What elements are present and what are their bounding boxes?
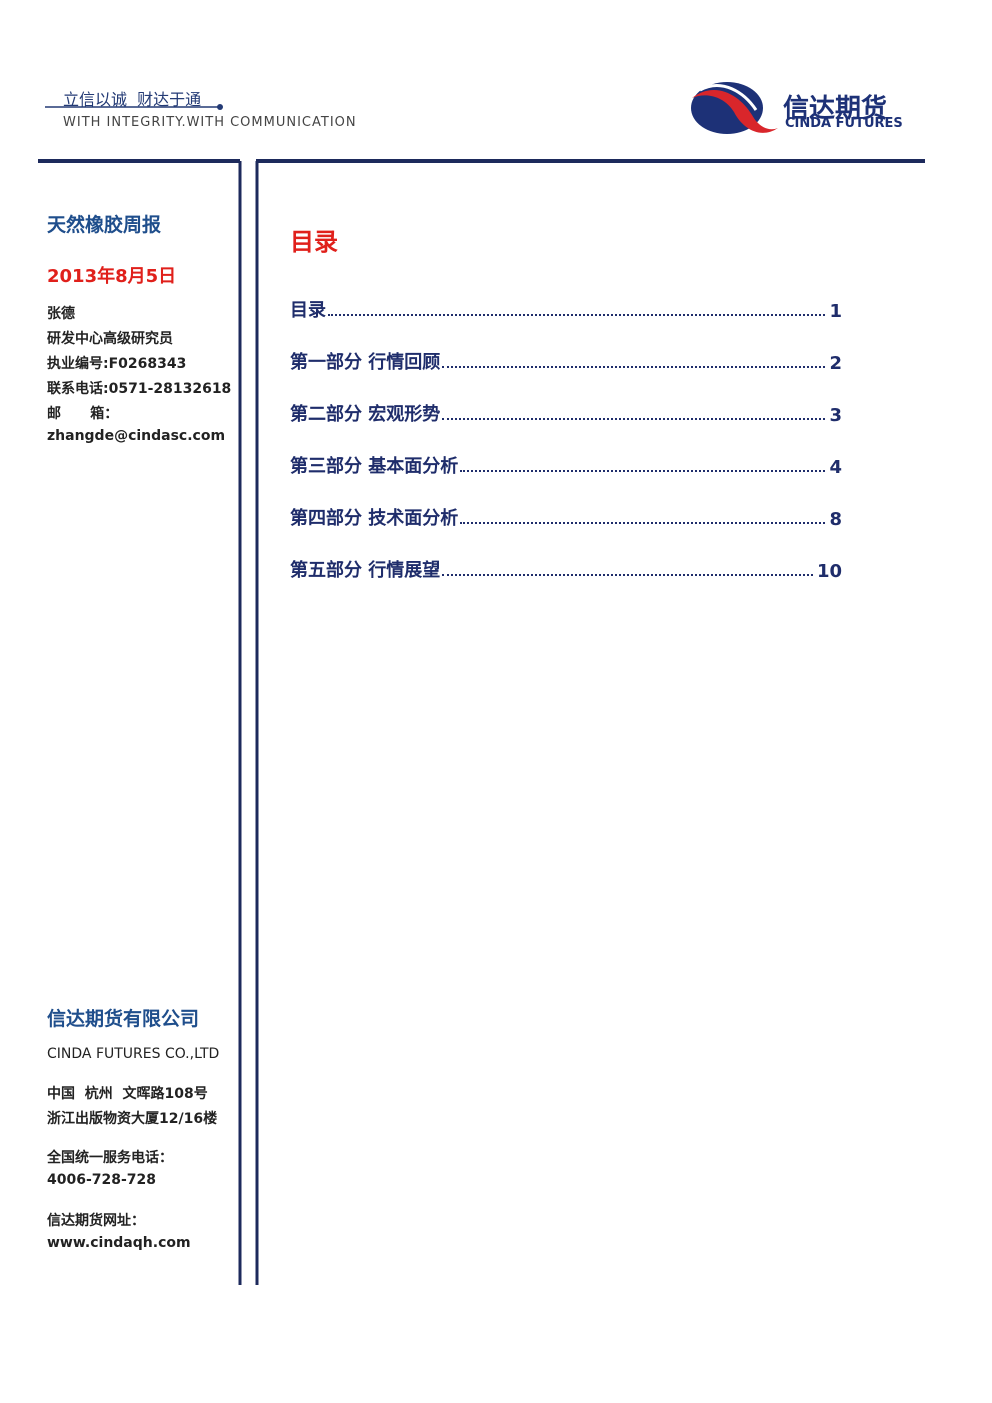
toc-page: 4 xyxy=(829,457,842,478)
company-en: CINDA FUTURES CO.,LTD xyxy=(47,1046,220,1062)
toc-page: 3 xyxy=(829,405,842,426)
toc-title: 第二部分 宏观形势 xyxy=(290,404,441,425)
logo-name: 信达期货 xyxy=(783,94,888,124)
toc-title: 第四部分 技术面分析 xyxy=(290,508,459,529)
website-line: www.cindaqh.com xyxy=(47,1235,191,1251)
toc-heading: 目录 xyxy=(290,228,338,256)
toc-entry: 第五部分 行情展望 10 xyxy=(290,556,842,582)
company: 信达期货有限公司 xyxy=(47,1008,200,1030)
address-line: 浙江出版物资大厦12/16楼 xyxy=(47,1111,218,1127)
toc-page: 8 xyxy=(829,509,842,530)
logo-en: CINDA FUTURES xyxy=(785,116,903,131)
leader xyxy=(460,522,826,524)
author-line: 邮 箱： xyxy=(47,406,119,422)
toc-entry: 目录 1 xyxy=(290,296,842,322)
author-line: 联系电话:0571-28132618 xyxy=(47,381,232,397)
author-line: 执业编号:F0268343 xyxy=(47,356,187,372)
address-line: 中国 杭州 文晖路108号 xyxy=(47,1086,208,1102)
slogan: 立信以诚 财达于通 xyxy=(63,90,202,109)
report-title: 天然橡胶周报 xyxy=(47,214,162,236)
toc-title: 第一部分 行情回顾 xyxy=(290,352,441,373)
author-line: 张德 xyxy=(47,306,75,322)
leader xyxy=(442,366,826,368)
toc-entry: 第二部分 宏观形势 3 xyxy=(290,400,842,426)
slogan-en: WITH INTEGRITY.WITH COMMUNICATION xyxy=(63,115,357,130)
toc-title: 第三部分 基本面分析 xyxy=(290,456,459,477)
report-date: 2013年8月5日 xyxy=(47,266,177,287)
toc-page: 1 xyxy=(829,301,842,322)
toc-title: 目录 xyxy=(290,300,326,321)
service-line: 4006-728-728 xyxy=(47,1172,157,1188)
author-line: zhangde@cindasc.com xyxy=(47,428,226,444)
toc-entry: 第三部分 基本面分析 4 xyxy=(290,452,842,478)
leader xyxy=(328,314,826,316)
service-line: 全国统一服务电话： xyxy=(47,1150,173,1166)
website-line: 信达期货网址： xyxy=(47,1213,145,1229)
toc-entry: 第四部分 技术面分析 8 xyxy=(290,504,842,530)
leader xyxy=(460,470,826,472)
leader xyxy=(442,574,813,576)
author-line: 研发中心高级研究员 xyxy=(47,331,173,347)
toc-page: 10 xyxy=(816,561,842,582)
toc-title: 第五部分 行情展望 xyxy=(290,560,441,581)
toc-entry: 第一部分 行情回顾 2 xyxy=(290,348,842,374)
toc-page: 2 xyxy=(829,353,842,374)
leader xyxy=(442,418,826,420)
